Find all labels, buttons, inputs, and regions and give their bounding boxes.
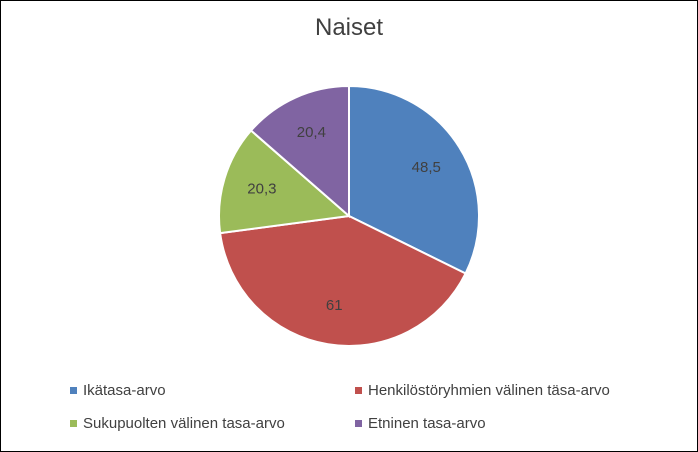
legend-item-sukupuolten: Sukupuolten välinen tasa-arvo [70,415,285,432]
pie-slice-1 [219,214,467,347]
pie-data-label-1: 61 [326,297,343,314]
legend-swatch [355,387,362,394]
pie-slice-0 [348,84,480,275]
legend-label: Sukupuolten välinen tasa-arvo [83,415,285,432]
pie-slice-3 [249,84,350,219]
chart-title: Naiset [314,14,384,41]
legend-item-henkilostoryhmien: Henkilöstöryhmien välinen täsa-arvo [355,382,610,399]
legend-label: Henkilöstöryhmien välinen täsa-arvo [368,382,610,399]
legend-swatch [70,420,77,427]
legend-item-ikatasa-arvo: Ikätasa-arvo [70,382,166,399]
legend-swatch [70,387,77,394]
legend-swatch [355,420,362,427]
pie-data-label-2: 20,3 [247,181,276,198]
pie-data-label-3: 20,4 [297,124,326,141]
pie-slice-2 [218,129,352,235]
pie-data-label-0: 48,5 [412,159,441,176]
legend-item-etninen: Etninen tasa-arvo [355,415,486,432]
legend-label: Etninen tasa-arvo [368,415,486,432]
legend-label: Ikätasa-arvo [83,382,166,399]
